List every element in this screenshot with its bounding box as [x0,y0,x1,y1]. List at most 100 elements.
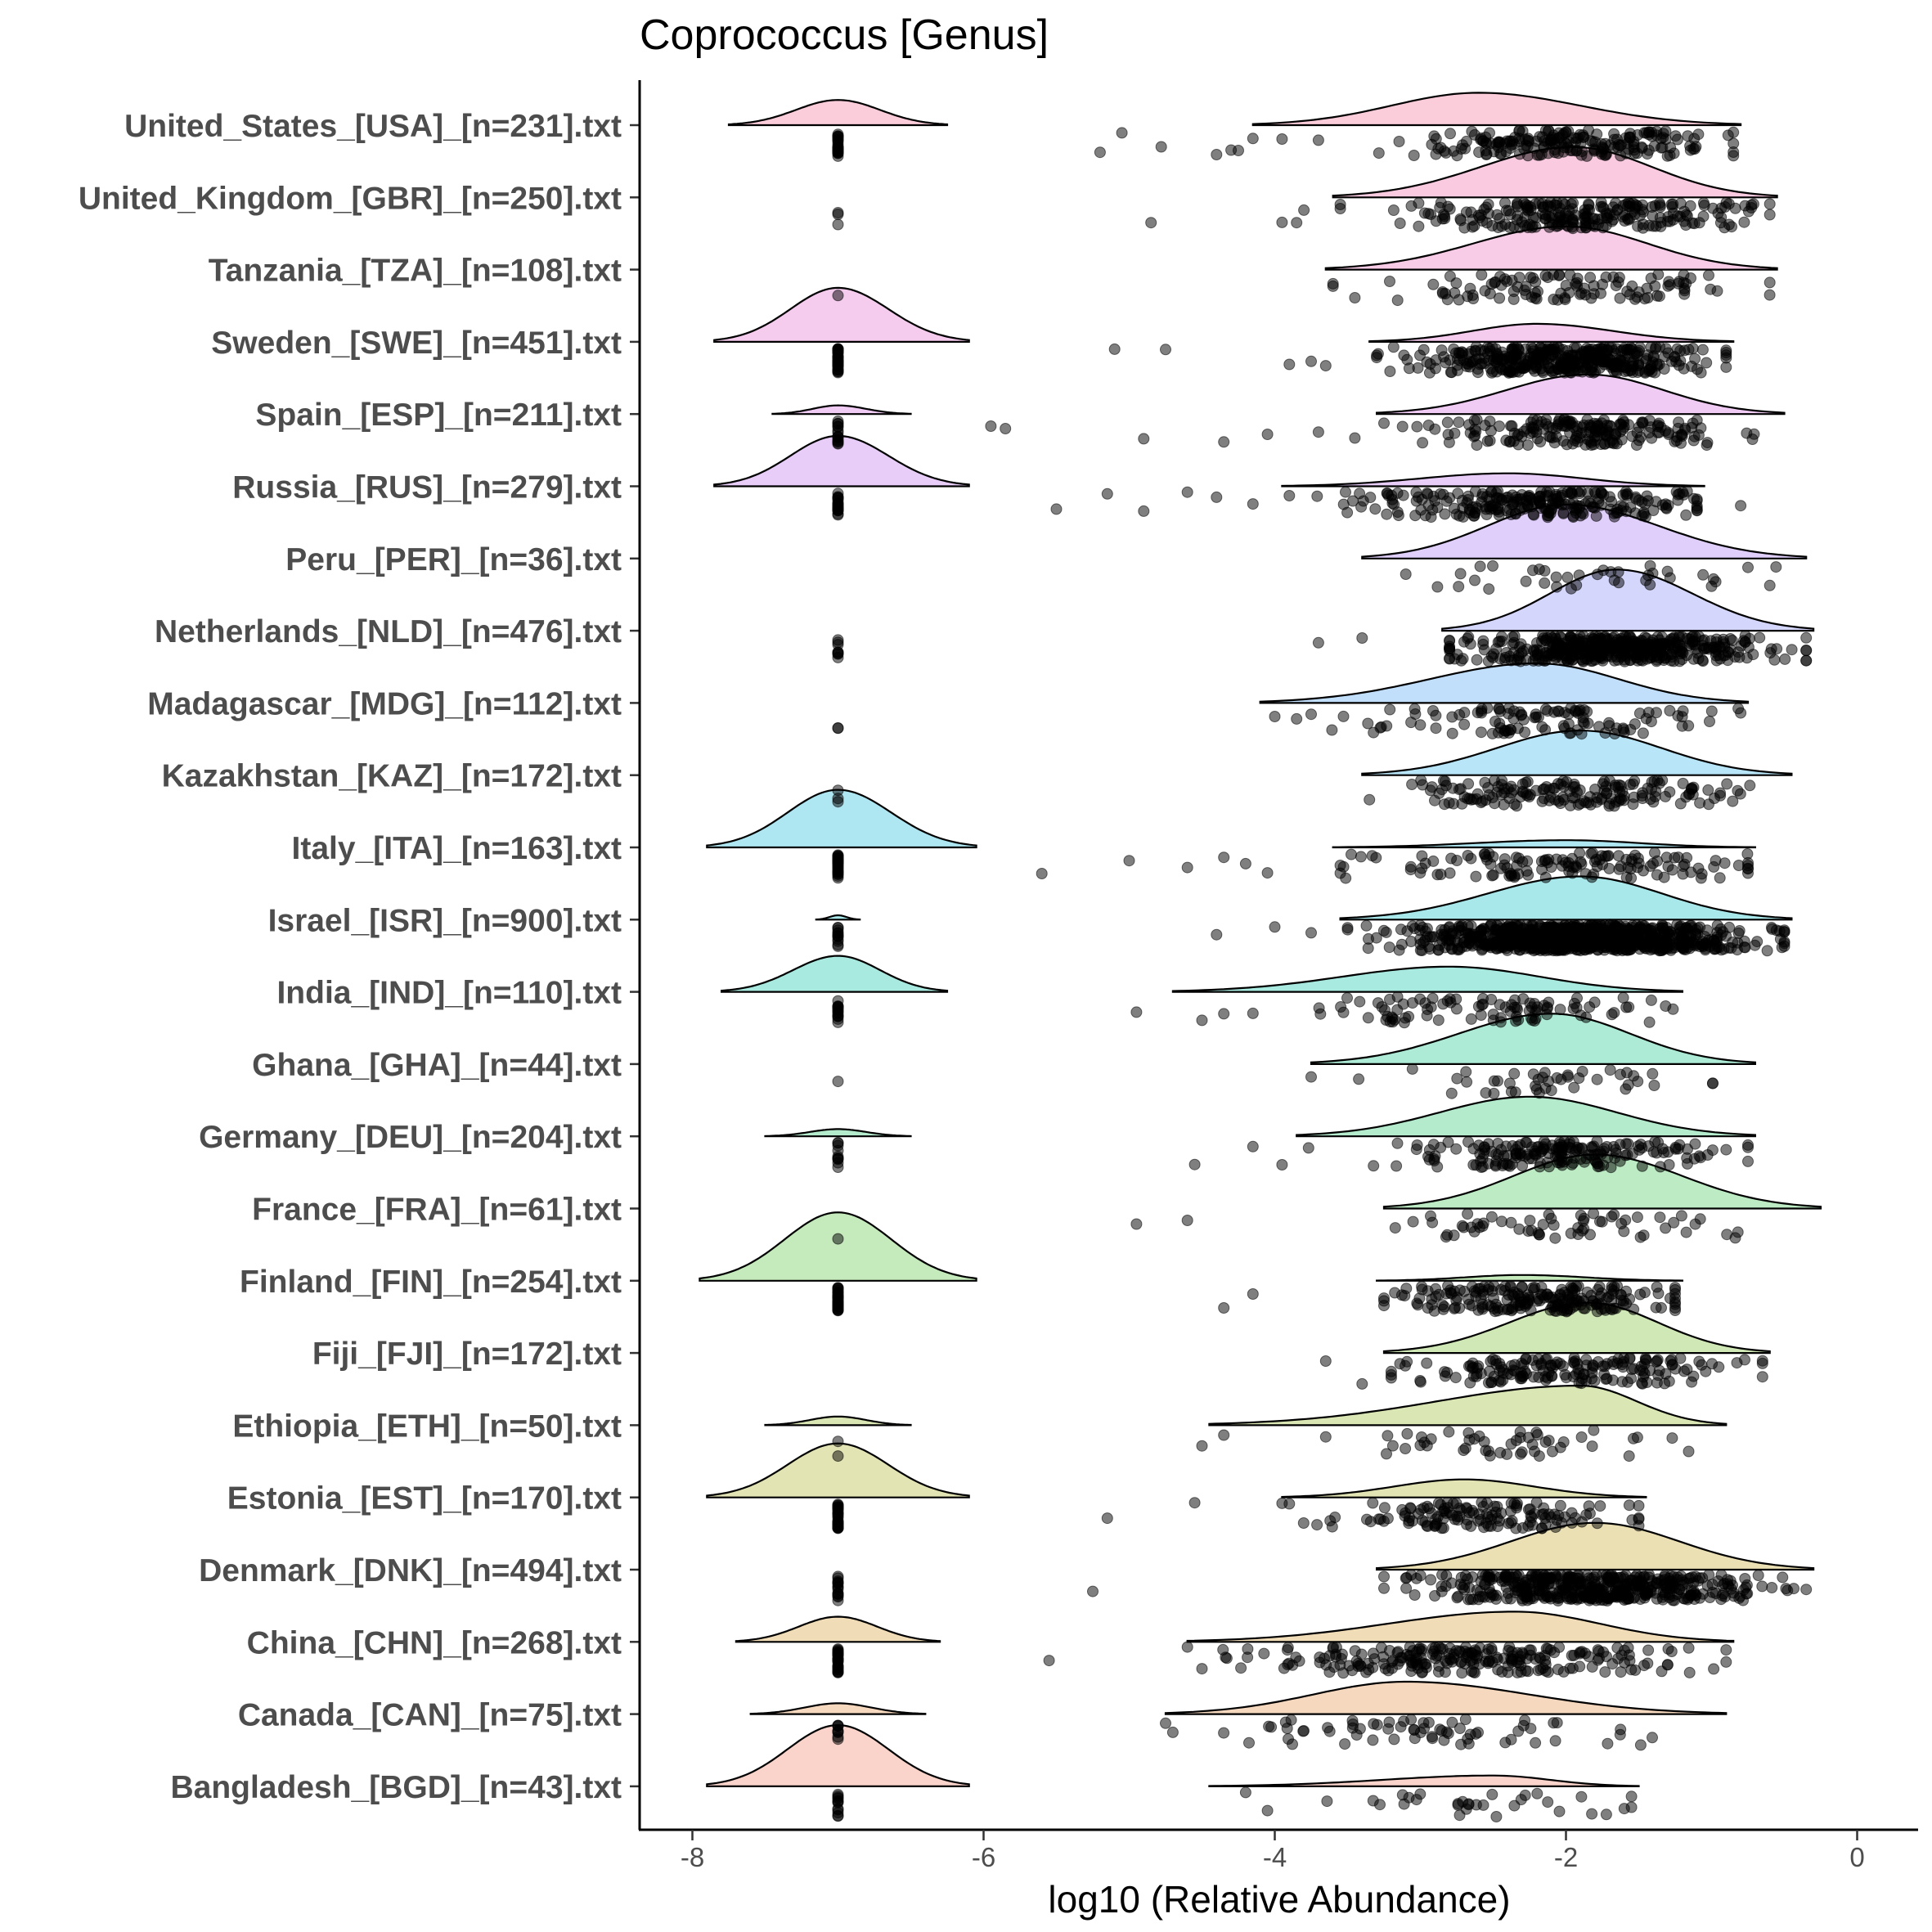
data-point [1454,568,1467,580]
data-point [1754,631,1766,644]
data-point [1461,1076,1473,1088]
data-point [1660,790,1671,802]
data-point [1612,850,1624,862]
data-point [1381,508,1393,520]
data-point [1556,1516,1568,1529]
data-point [1448,1285,1460,1297]
data-point [1732,703,1745,715]
density-zero [735,1615,941,1643]
data-point [1467,510,1480,522]
data-point [1683,720,1695,732]
data-point [1756,1357,1768,1369]
data-point [1601,1373,1613,1385]
data-point [1387,341,1400,353]
density-layer [699,92,1822,1787]
data-point [1638,506,1650,519]
data-point [1391,991,1404,1003]
data-point-outlier [1327,280,1339,292]
data-point [1636,1160,1648,1172]
density-zero [815,914,861,921]
data-point [1494,939,1507,951]
data-point [1647,796,1660,808]
data-point [1610,365,1622,377]
data-point [1651,290,1663,302]
data-point [1752,1570,1764,1581]
data-point [1411,420,1423,433]
data-point [1567,861,1579,874]
data-point [1596,1215,1608,1228]
data-point [1499,725,1512,737]
data-point [1519,211,1531,223]
data-point [1597,427,1609,438]
data-point [1557,129,1569,142]
data-point [1426,781,1438,793]
data-point [1672,851,1684,864]
data-point [1568,342,1580,354]
data-point [1400,1572,1412,1584]
data-point [1631,1431,1643,1444]
data-point [1652,268,1665,281]
data-point [1618,421,1630,434]
density-zero [713,286,970,343]
data-point [1488,1292,1499,1305]
data-point [1591,1073,1603,1085]
data-point [1449,287,1461,299]
data-point [1723,218,1735,231]
data-point [1595,1303,1607,1315]
data-point [1666,864,1678,876]
density-nonzero [1164,1680,1728,1715]
data-point-outlier [1407,1215,1419,1228]
data-point [1449,1301,1461,1314]
data-point [1466,1300,1478,1312]
data-point [1543,510,1555,522]
data-point [1456,1220,1468,1232]
data-point [1764,289,1776,301]
data-point [1749,939,1761,951]
data-point [1660,498,1672,510]
data-point [1405,200,1418,212]
data-point-outlier [1261,867,1274,879]
data-point [1565,1227,1577,1239]
data-point-outlier [1349,292,1361,303]
data-point [1800,645,1813,657]
data-point [1548,146,1561,159]
data-point [1478,1281,1490,1293]
data-point [1741,1588,1754,1600]
density-nonzero [1376,1274,1683,1282]
data-point [1508,1067,1521,1080]
data-point [1606,1355,1619,1368]
data-point [1578,1212,1590,1224]
data-point [1651,129,1663,142]
data-point [1595,287,1606,299]
data-point [1528,644,1540,656]
data-point [1487,559,1498,572]
data-point [1400,1283,1413,1295]
data-point [1573,1296,1585,1307]
data-point [1636,938,1648,950]
data-point [1520,575,1532,587]
data-point [1354,995,1366,1008]
data-point [1659,1377,1671,1390]
data-point-outlier [1211,928,1223,941]
data-point [1738,941,1750,953]
data-point [1637,727,1649,739]
data-point-zero [832,1000,844,1013]
data-point [1683,941,1695,953]
data-point [1501,135,1513,147]
data-point [1674,1352,1687,1364]
data-point [1546,209,1558,222]
data-point [1571,500,1584,512]
data-point [1510,1015,1522,1027]
data-point [1492,636,1504,648]
data-point [1722,129,1734,142]
data-point [1583,797,1595,809]
data-point [1511,199,1523,211]
data-point [1681,485,1693,497]
data-point [1521,354,1533,366]
data-point [1448,343,1460,355]
data-point [1511,348,1523,361]
data-point [1473,1430,1485,1442]
data-point-zero [832,939,844,951]
data-point [1761,945,1773,957]
data-point [1400,1582,1413,1594]
